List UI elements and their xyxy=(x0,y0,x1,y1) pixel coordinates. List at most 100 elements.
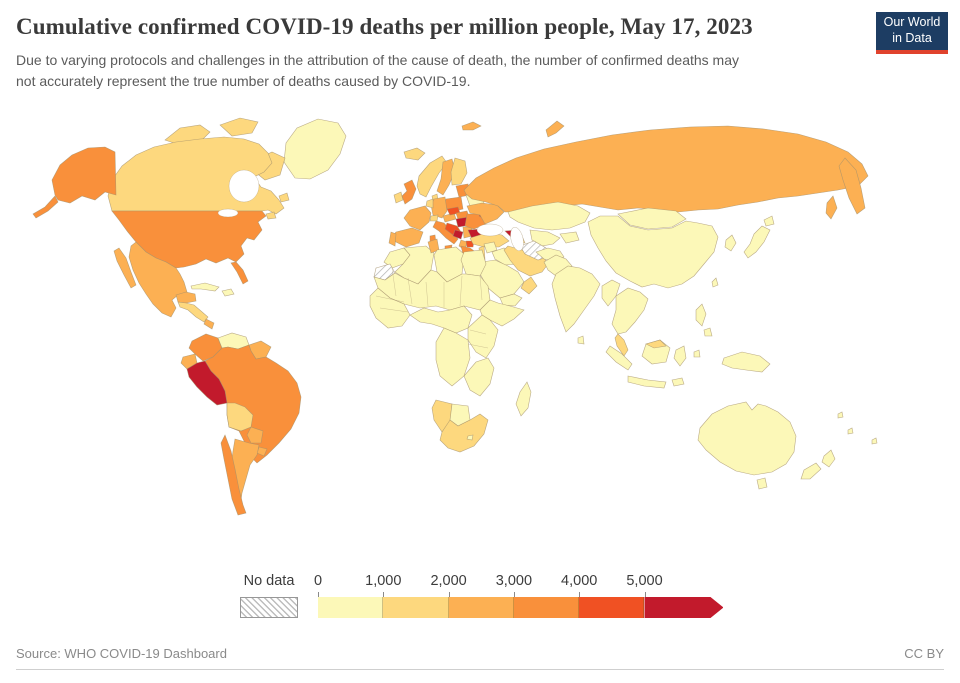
region-finland[interactable] xyxy=(450,157,468,186)
source-attribution[interactable]: Source: WHO COVID-19 Dashboard xyxy=(16,646,227,661)
region-sahel[interactable] xyxy=(373,269,491,311)
legend-color-segment[interactable] xyxy=(448,597,514,618)
region-egypt[interactable] xyxy=(460,249,487,277)
region-uzbekistan[interactable] xyxy=(529,229,561,247)
legend-tick-label: 2,000 xyxy=(430,573,467,589)
region-pacific-island-1[interactable] xyxy=(837,411,844,419)
region-canada-novascotia[interactable] xyxy=(265,211,277,220)
legend-tick-label: 3,000 xyxy=(495,573,533,589)
legend-colorbar[interactable] xyxy=(318,597,723,618)
region-kamchatka[interactable] xyxy=(838,157,866,215)
region-canada-newfoundland[interactable] xyxy=(278,192,290,203)
region-peru[interactable] xyxy=(186,360,228,406)
region-spain[interactable] xyxy=(391,227,424,248)
region-central-america[interactable] xyxy=(177,301,209,323)
region-russia[interactable] xyxy=(463,125,869,213)
region-canada-arctic-2[interactable] xyxy=(219,117,259,137)
region-japan[interactable] xyxy=(743,225,771,259)
region-mexico[interactable] xyxy=(128,241,188,318)
region-new-zealand-north[interactable] xyxy=(821,449,836,468)
region-cuba[interactable] xyxy=(190,282,220,292)
region-timor[interactable] xyxy=(671,377,685,387)
legend-color-segment[interactable] xyxy=(579,597,645,618)
region-central-asia[interactable] xyxy=(559,231,580,244)
region-oman[interactable] xyxy=(520,276,538,295)
legend-tick-mark xyxy=(383,592,385,597)
region-pacific-island-2[interactable] xyxy=(847,427,854,435)
region-java[interactable] xyxy=(627,375,667,389)
region-madagascar[interactable] xyxy=(515,381,532,417)
region-borneo-malaysia[interactable] xyxy=(645,339,667,349)
region-canada[interactable] xyxy=(107,136,285,215)
region-portugal[interactable] xyxy=(388,231,397,247)
region-australia[interactable] xyxy=(697,401,797,476)
region-baja[interactable] xyxy=(113,247,137,289)
legend-color-segment[interactable] xyxy=(644,597,723,618)
region-ireland[interactable] xyxy=(393,191,404,204)
black-sea xyxy=(476,223,504,237)
region-sakhalin[interactable] xyxy=(825,195,838,220)
region-novaya-zemlya[interactable] xyxy=(545,120,565,138)
region-philippines-mindanao[interactable] xyxy=(703,327,713,337)
region-aleutians[interactable] xyxy=(32,195,59,219)
region-sweden[interactable] xyxy=(436,158,456,196)
region-france[interactable] xyxy=(403,205,432,231)
legend-tick-mark xyxy=(644,592,646,597)
region-syria[interactable] xyxy=(483,241,498,254)
legend-color-segment[interactable] xyxy=(513,597,580,618)
region-tasmania[interactable] xyxy=(756,477,768,490)
region-west-africa[interactable] xyxy=(369,287,411,329)
region-mongolia[interactable] xyxy=(617,207,687,230)
legend-tick-mark xyxy=(513,592,515,597)
region-congo-angola[interactable] xyxy=(435,327,471,387)
legend-no-data-label[interactable]: No data xyxy=(243,573,295,589)
region-pacific-island-3[interactable] xyxy=(871,437,878,445)
region-hispaniola[interactable] xyxy=(221,288,235,297)
region-new-guinea[interactable] xyxy=(721,351,771,373)
region-southeast-asia[interactable] xyxy=(611,287,649,335)
region-iceland[interactable] xyxy=(403,147,426,161)
subtitle-line-2: not accurately represent the true number… xyxy=(16,73,471,89)
region-zambezi[interactable] xyxy=(463,357,495,397)
legend-tick-mark xyxy=(448,592,450,597)
region-panama-costa-rica[interactable] xyxy=(203,318,215,330)
legend-tick-mark xyxy=(318,592,319,597)
license-link[interactable]: CC BY xyxy=(904,646,944,661)
region-taiwan[interactable] xyxy=(711,277,719,288)
region-hokkaido[interactable] xyxy=(763,215,775,227)
region-bosnia[interactable] xyxy=(452,229,464,240)
legend-no-data-swatch[interactable] xyxy=(240,597,298,618)
legend-color-segment[interactable] xyxy=(383,597,449,618)
region-paraguay[interactable] xyxy=(246,426,264,444)
region-svalbard[interactable] xyxy=(461,121,482,131)
region-lesotho[interactable] xyxy=(466,434,474,441)
region-ukraine[interactable] xyxy=(466,202,505,225)
region-kazakhstan[interactable] xyxy=(507,201,591,231)
region-florida[interactable] xyxy=(230,261,249,285)
legend-color-segment[interactable] xyxy=(318,597,384,618)
region-new-zealand-south[interactable] xyxy=(800,462,822,480)
region-sumatra[interactable] xyxy=(605,345,633,371)
region-korea[interactable] xyxy=(724,234,737,252)
region-united-kingdom[interactable] xyxy=(401,179,417,205)
region-philippines-luzon[interactable] xyxy=(695,303,707,327)
region-east-africa[interactable] xyxy=(467,314,499,359)
region-moluccas[interactable] xyxy=(693,349,701,358)
region-south-africa[interactable] xyxy=(439,413,489,453)
owid-logo[interactable]: Our World in Data xyxy=(876,12,948,54)
region-india[interactable] xyxy=(551,265,601,333)
region-greenland[interactable] xyxy=(283,118,347,180)
region-norway[interactable] xyxy=(416,155,448,198)
region-sulawesi[interactable] xyxy=(673,345,687,367)
region-chile[interactable] xyxy=(220,434,247,516)
region-germany[interactable] xyxy=(430,196,448,219)
region-sri-lanka[interactable] xyxy=(577,335,585,345)
region-china[interactable] xyxy=(587,215,719,289)
region-alaska[interactable] xyxy=(51,146,117,204)
region-central-africa[interactable] xyxy=(409,305,473,334)
region-benelux[interactable] xyxy=(425,198,434,209)
region-switzerland[interactable] xyxy=(429,214,439,222)
owid-logo-line2: in Data xyxy=(892,31,932,45)
